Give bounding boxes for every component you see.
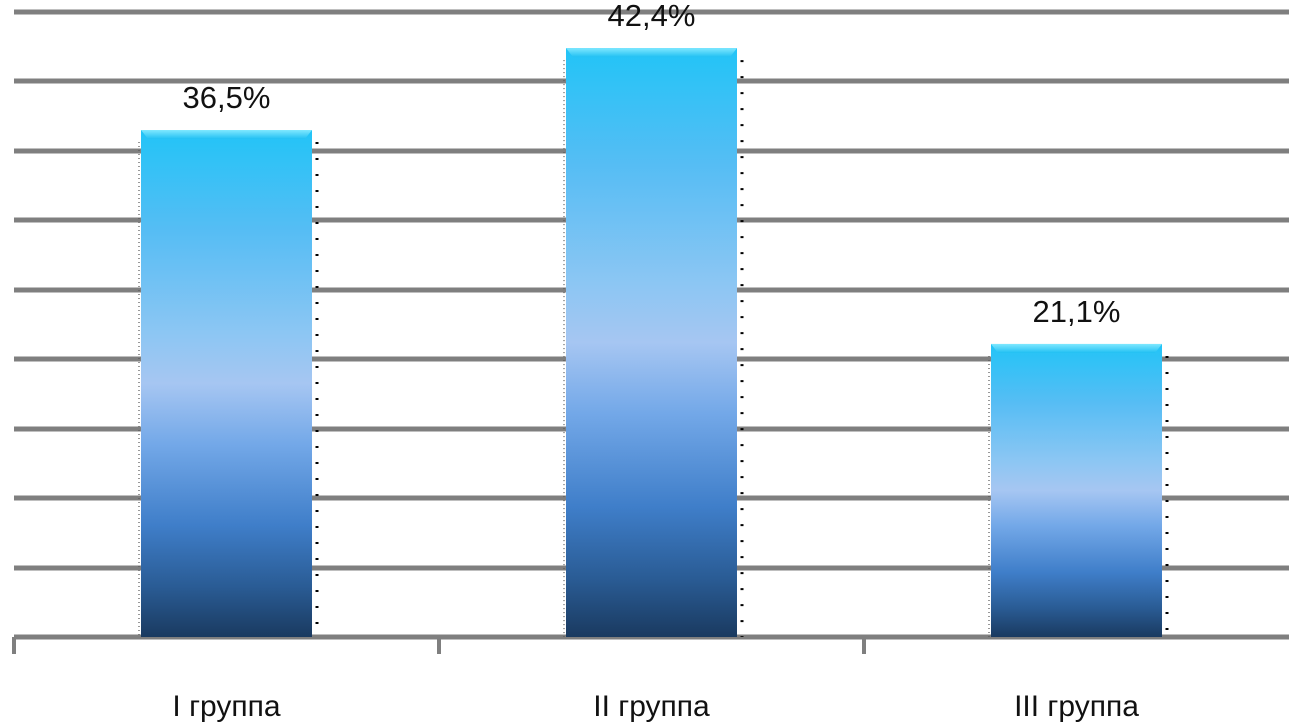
x-tick-labels: I группа II группа III группа — [172, 690, 1139, 723]
bars — [138, 48, 1169, 638]
bar-cap — [991, 343, 1162, 353]
bar — [566, 48, 737, 638]
data-label: 36,5% — [183, 80, 271, 115]
bar-cap — [566, 48, 737, 58]
category-label: III группа — [1014, 690, 1139, 723]
data-label: 42,4% — [608, 0, 696, 33]
bar-group — [138, 130, 319, 638]
bar-cap — [141, 130, 312, 140]
bar — [141, 130, 312, 638]
bar-group — [563, 48, 744, 638]
bar-group — [988, 343, 1169, 637]
data-label: 21,1% — [1033, 294, 1121, 329]
x-axis — [12, 634, 1289, 654]
category-label: II группа — [593, 690, 710, 723]
data-labels: 36,5% 42,4% 21,1% — [183, 0, 1121, 329]
category-label: I группа — [172, 690, 280, 723]
bar — [991, 343, 1162, 637]
